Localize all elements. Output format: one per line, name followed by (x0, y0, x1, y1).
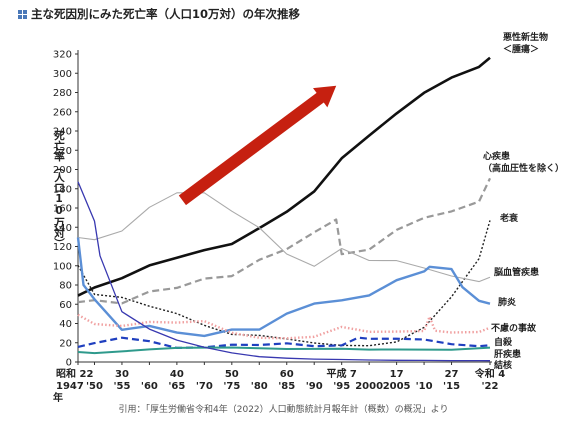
series-label-suicide: 自殺 (494, 336, 513, 348)
series-line-suicide (77, 336, 491, 349)
trend-arrow-shape (178, 85, 337, 206)
series-line-cancer (77, 56, 491, 297)
y-tick-label: 300 (53, 69, 72, 80)
y-tick-label: 40 (59, 319, 72, 330)
chart-title: 主な死因別にみた死亡率（人口10万対）の年次推移 (31, 7, 301, 21)
x-tick-label-era: 30 (115, 369, 129, 380)
y-tick-label: 320 (53, 50, 72, 61)
y-tick-label: 220 (53, 146, 72, 157)
series-line-liver (77, 346, 491, 355)
x-tick-label-year: '50 (86, 381, 103, 392)
x-tick-label-era: 17 (390, 369, 404, 380)
y-tick-label: 120 (53, 242, 72, 253)
series-line-heart (77, 177, 491, 305)
series-line-accident (77, 313, 491, 340)
chart-title-bar: 主な死因別にみた死亡率（人口10万対）の年次推移 (18, 6, 300, 22)
x-tick-label-year: '15 (443, 381, 460, 392)
x-tick-label-year: '90 (306, 381, 323, 392)
y-tick-label: 260 (53, 107, 72, 118)
x-tick-label-year: '85 (278, 381, 295, 392)
x-tick-label-year: '70 (196, 381, 213, 392)
y-tick-label: 160 (53, 204, 72, 215)
x-tick-label-year: '95 (333, 381, 350, 392)
x-axis-label: 年 (53, 393, 63, 404)
x-tick-label-era: 50 (225, 369, 239, 380)
series-label-heart: 心疾患（高血圧性を除く） (483, 150, 564, 174)
series-line-pneumonia (76, 237, 491, 338)
y-tick-label: 20 (59, 338, 72, 349)
y-tick-label: 100 (53, 261, 72, 272)
x-tick-label-year: '75 (223, 381, 240, 392)
x-tick-label-year: 2000 (355, 381, 383, 392)
y-tick-label: 240 (53, 127, 72, 138)
x-tick-label-year: '55 (113, 381, 130, 392)
series-label-accident: 不慮の事故 (491, 322, 537, 334)
x-tick-label-era: 令和 4 (474, 367, 505, 380)
x-tick-label-era: 昭和 22 (56, 367, 93, 380)
series-label-liver: 肝疾患 (494, 348, 521, 360)
y-tick-label: 80 (59, 281, 72, 292)
x-tick-label-year: '60 (141, 381, 158, 392)
series-label-cancer: 悪性新生物＜腫瘍＞ (503, 31, 548, 55)
x-tick-label-year: '65 (168, 381, 185, 392)
y-tick-label: 140 (53, 223, 72, 234)
y-tick-label: 60 (59, 300, 72, 311)
series-line-senility (77, 220, 491, 347)
y-tick-label: 200 (53, 165, 72, 176)
series-label-pneumonia: 肺炎 (498, 296, 516, 308)
series-line-tb (77, 181, 491, 362)
x-tick-label-year: 2005 (383, 381, 411, 392)
x-tick-label-era: 平成 7 (326, 367, 356, 380)
x-tick-label-year: '22 (482, 381, 499, 392)
x-tick-label-year: '10 (416, 381, 433, 392)
citation-text: 引用：「厚生労働省令和4年（2022）人口動態統計月報年計（概数）の概況」より (118, 405, 449, 415)
plus-square-icon (18, 10, 27, 19)
x-tick-label-year: '80 (251, 381, 268, 392)
series-line-stroke (77, 192, 491, 283)
x-tick-label-era: 27 (445, 369, 459, 380)
x-tick-label-era: 60 (280, 369, 294, 380)
y-axis-label: 死亡率（人口10万対） (53, 130, 65, 249)
series-label-stroke: 脳血管疾患 (493, 266, 539, 278)
y-tick-label: 180 (53, 184, 72, 195)
trend-arrow (178, 85, 337, 206)
x-tick-label-era: 40 (170, 369, 184, 380)
x-tick-label-year: 1947 (56, 381, 84, 392)
series-label-tb: 結核 (494, 359, 512, 371)
y-tick-label: 280 (53, 88, 72, 99)
series-label-senility: 老衰 (499, 212, 519, 224)
y-tick-label: 0 (66, 358, 72, 369)
